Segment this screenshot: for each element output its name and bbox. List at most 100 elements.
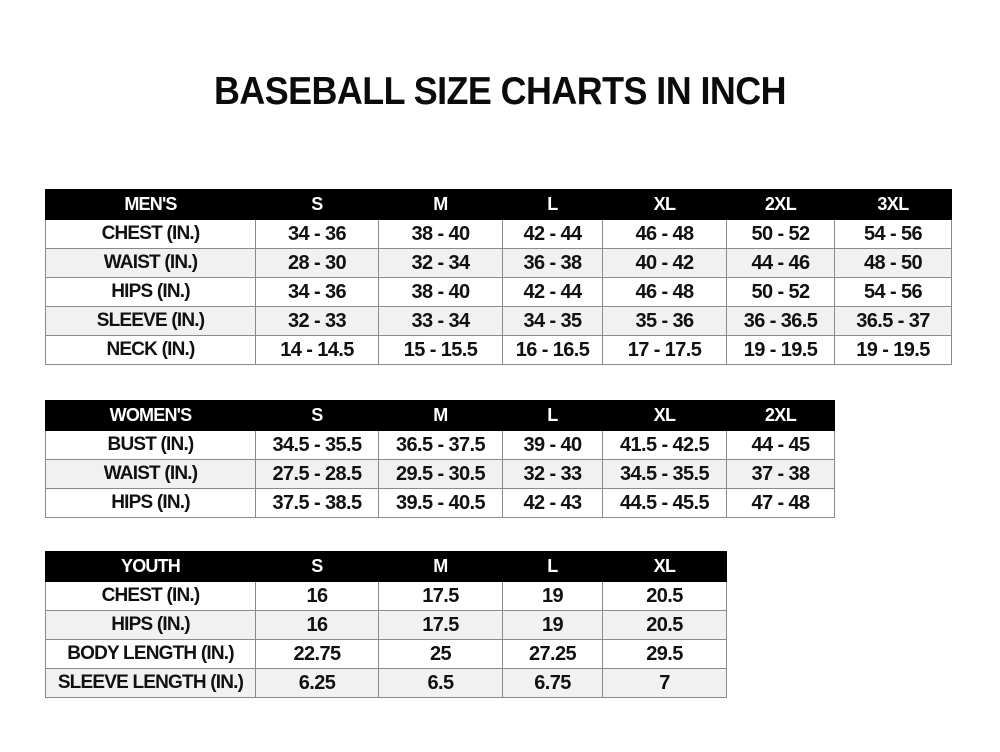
measurement-label: HIPS (IN.)	[45, 488, 256, 518]
size-column-header: L	[502, 551, 603, 582]
size-value-cell: 33 - 34	[378, 306, 503, 336]
mens-size-table: MEN'S S M L XL 2XL 3XL CHEST (IN.) 34 - 36 38 - 4…	[45, 189, 952, 365]
size-value-cell: 16	[255, 610, 379, 640]
table-row: HIPS (IN.) 16 17.5 19 20.5	[45, 610, 727, 640]
size-value-cell: 29.5	[602, 639, 727, 669]
size-value-cell: 42 - 44	[502, 219, 603, 249]
size-column-header: S	[255, 189, 379, 220]
size-column-header: XL	[602, 400, 727, 431]
size-value-cell: 22.75	[255, 639, 379, 669]
size-value-cell: 19 - 19.5	[834, 335, 952, 365]
measurement-label: NECK (IN.)	[45, 335, 256, 365]
size-value-cell: 42 - 43	[502, 488, 603, 518]
measurement-label: SLEEVE LENGTH (IN.)	[45, 668, 256, 698]
size-value-cell: 19	[502, 581, 603, 611]
table-row: CHEST (IN.) 16 17.5 19 20.5	[45, 581, 727, 611]
size-value-cell: 38 - 40	[378, 277, 503, 307]
table-row: BODY LENGTH (IN.) 22.75 25 27.25 29.5	[45, 639, 727, 669]
measurement-label: WAIST (IN.)	[45, 459, 256, 489]
size-value-cell: 19	[502, 610, 603, 640]
table-row: CHEST (IN.) 34 - 36 38 - 40 42 - 44 46 - 48 5…	[45, 219, 952, 249]
table-row: HIPS (IN.) 37.5 - 38.5 39.5 - 40.5 42 - 43 4…	[45, 488, 835, 518]
size-value-cell: 35 - 36	[602, 306, 727, 336]
size-value-cell: 20.5	[602, 610, 727, 640]
table-category-header: WOMEN'S	[45, 400, 256, 431]
size-value-cell: 46 - 48	[602, 277, 727, 307]
measurement-label: CHEST (IN.)	[45, 219, 256, 249]
measurement-label: BODY LENGTH (IN.)	[45, 639, 256, 669]
measurement-label: HIPS (IN.)	[45, 277, 256, 307]
size-value-cell: 36.5 - 37	[834, 306, 952, 336]
size-value-cell: 17.5	[378, 581, 503, 611]
size-column-header: S	[255, 400, 379, 431]
size-value-cell: 28 - 30	[255, 248, 379, 278]
measurement-label: SLEEVE (IN.)	[45, 306, 256, 336]
size-value-cell: 32 - 34	[378, 248, 503, 278]
table-row: BUST (IN.) 34.5 - 35.5 36.5 - 37.5 39 - 40 4…	[45, 430, 835, 460]
table-header-row: YOUTH S M L XL	[45, 551, 727, 582]
youth-size-table: YOUTH S M L XL CHEST (IN.) 16 17.5 19 20.5 HIPS (I…	[45, 551, 727, 698]
table-row: NECK (IN.) 14 - 14.5 15 - 15.5 16 - 16.5 17 …	[45, 335, 952, 365]
size-value-cell: 36 - 36.5	[726, 306, 835, 336]
size-value-cell: 46 - 48	[602, 219, 727, 249]
size-column-header: 2XL	[726, 189, 835, 220]
measurement-label: WAIST (IN.)	[45, 248, 256, 278]
size-value-cell: 25	[378, 639, 503, 669]
size-value-cell: 6.25	[255, 668, 379, 698]
size-value-cell: 14 - 14.5	[255, 335, 379, 365]
size-column-header: 3XL	[834, 189, 952, 220]
measurement-label: CHEST (IN.)	[45, 581, 256, 611]
table-header-row: WOMEN'S S M L XL 2XL	[45, 400, 835, 431]
size-value-cell: 34 - 35	[502, 306, 603, 336]
size-column-header: XL	[602, 189, 727, 220]
size-value-cell: 32 - 33	[502, 459, 603, 489]
size-value-cell: 27.5 - 28.5	[255, 459, 379, 489]
table-category-header: YOUTH	[45, 551, 256, 582]
size-value-cell: 27.25	[502, 639, 603, 669]
size-value-cell: 44.5 - 45.5	[602, 488, 727, 518]
size-value-cell: 48 - 50	[834, 248, 952, 278]
size-value-cell: 50 - 52	[726, 277, 835, 307]
size-value-cell: 7	[602, 668, 727, 698]
table-row: SLEEVE (IN.) 32 - 33 33 - 34 34 - 35 35 - 36…	[45, 306, 952, 336]
size-column-header: XL	[602, 551, 727, 582]
size-value-cell: 41.5 - 42.5	[602, 430, 727, 460]
size-value-cell: 34 - 36	[255, 219, 379, 249]
size-value-cell: 34 - 36	[255, 277, 379, 307]
size-value-cell: 36 - 38	[502, 248, 603, 278]
size-value-cell: 42 - 44	[502, 277, 603, 307]
size-value-cell: 37.5 - 38.5	[255, 488, 379, 518]
measurement-label: HIPS (IN.)	[45, 610, 256, 640]
womens-size-table: WOMEN'S S M L XL 2XL BUST (IN.) 34.5 - 35.5 36.5…	[45, 400, 835, 518]
size-value-cell: 34.5 - 35.5	[602, 459, 727, 489]
table-category-header: MEN'S	[45, 189, 256, 220]
page-title: BASEBALL SIZE CHARTS IN INCH	[214, 70, 787, 113]
size-value-cell: 15 - 15.5	[378, 335, 503, 365]
size-value-cell: 20.5	[602, 581, 727, 611]
size-column-header: M	[378, 400, 503, 431]
size-column-header: 2XL	[726, 400, 835, 431]
size-value-cell: 6.5	[378, 668, 503, 698]
size-value-cell: 16 - 16.5	[502, 335, 603, 365]
size-value-cell: 39.5 - 40.5	[378, 488, 503, 518]
table-row: WAIST (IN.) 27.5 - 28.5 29.5 - 30.5 32 - 33…	[45, 459, 835, 489]
table-header-row: MEN'S S M L XL 2XL 3XL	[45, 189, 952, 220]
size-value-cell: 38 - 40	[378, 219, 503, 249]
size-column-header: S	[255, 551, 379, 582]
size-value-cell: 36.5 - 37.5	[378, 430, 503, 460]
size-value-cell: 47 - 48	[726, 488, 835, 518]
table-row: SLEEVE LENGTH (IN.) 6.25 6.5 6.75 7	[45, 668, 727, 698]
measurement-label: BUST (IN.)	[45, 430, 256, 460]
size-value-cell: 6.75	[502, 668, 603, 698]
size-value-cell: 17.5	[378, 610, 503, 640]
table-row: WAIST (IN.) 28 - 30 32 - 34 36 - 38 40 - 42 4…	[45, 248, 952, 278]
size-column-header: L	[502, 189, 603, 220]
size-value-cell: 17 - 17.5	[602, 335, 727, 365]
size-value-cell: 54 - 56	[834, 277, 952, 307]
size-column-header: M	[378, 189, 503, 220]
size-value-cell: 44 - 46	[726, 248, 835, 278]
size-value-cell: 32 - 33	[255, 306, 379, 336]
size-value-cell: 29.5 - 30.5	[378, 459, 503, 489]
size-value-cell: 54 - 56	[834, 219, 952, 249]
size-value-cell: 40 - 42	[602, 248, 727, 278]
